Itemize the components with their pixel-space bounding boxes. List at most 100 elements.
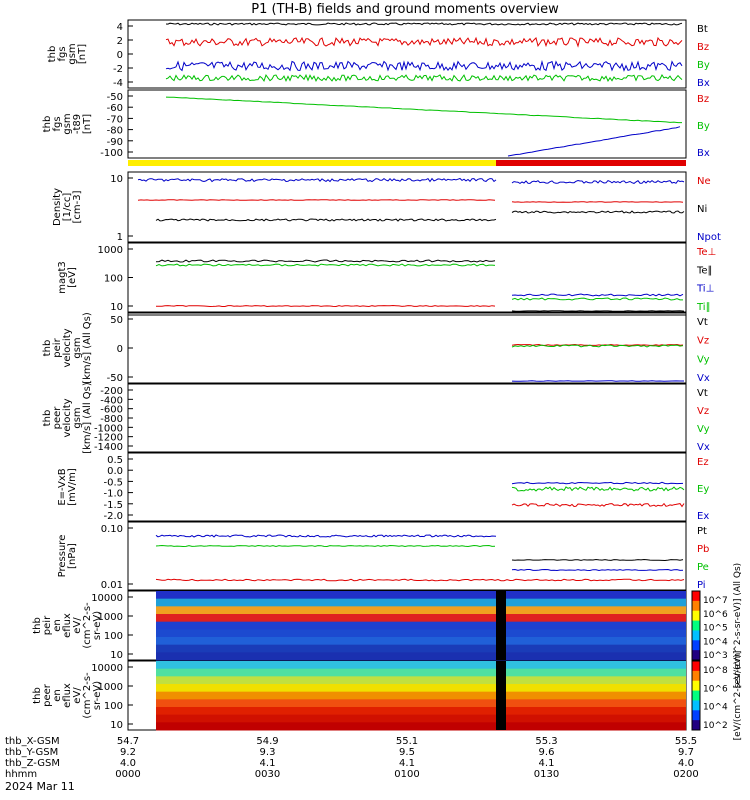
y-tick-label: -200 [100, 386, 123, 397]
mode-bar-fast [496, 160, 686, 166]
x-tick-label: 9.6 [539, 747, 555, 758]
x-tick-label: 55.5 [675, 736, 697, 747]
spectrogram-band [156, 676, 686, 685]
date-label: 2024 Mar 11 [5, 780, 75, 793]
y-tick-label: -60 [107, 103, 123, 114]
y-axis-label: gsm [62, 113, 73, 134]
colorbar-frame [691, 660, 701, 731]
legend-vz: Vz [697, 336, 709, 347]
x-tick-label: 4.1 [399, 758, 415, 769]
x-tick-label: 4.0 [120, 758, 136, 769]
series-bx [165, 59, 683, 72]
y-axis-label: peir [42, 615, 53, 635]
legend-bx: Bx [697, 148, 710, 159]
y-axis-label: fgs [52, 116, 63, 131]
legend-vy: Vy [697, 354, 710, 365]
y-tick-label: 0.10 [101, 524, 123, 535]
legend-by: By [697, 60, 710, 71]
y-tick-label: 0 [117, 344, 123, 355]
spectrogram-band [156, 661, 686, 670]
y-axis-label: velocity [62, 398, 73, 437]
spectrogram-band [156, 684, 686, 693]
y-axis-label: [1/cc] [62, 193, 73, 222]
spectrogram-band [156, 707, 686, 716]
y-tick-label: 10000 [91, 593, 123, 604]
y-axis-label: gsm [72, 337, 83, 358]
x-tick-label: 4.0 [678, 758, 694, 769]
series-teperp [156, 304, 496, 308]
y-tick-label: -0.5 [103, 477, 123, 488]
series-bt [165, 22, 683, 26]
panel-frame [127, 19, 687, 89]
colorbar-tick-label: 10^8 [703, 666, 728, 676]
spectrogram-band [156, 668, 686, 677]
y-tick-label: -50 [107, 373, 123, 384]
y-axis-label: thb [42, 410, 53, 427]
spectrogram-band [156, 606, 686, 615]
x-tick-label: 9.7 [678, 747, 694, 758]
panel-frame [127, 452, 687, 522]
legend-ti∥: Ti∥ [696, 302, 711, 313]
panel-frame [127, 521, 687, 591]
colorbar-segment [692, 710, 700, 721]
series-pb [155, 578, 685, 582]
colorbar: 10^8 10^6 10^4 10^2 [eV/(cm^2-s-sr-eV)] [691, 651, 743, 740]
y-tick-label: 10 [110, 174, 123, 185]
y-tick-label: 1 [117, 232, 123, 243]
x-tick-label: 0130 [534, 769, 559, 780]
x-tick-label: 54.7 [117, 736, 139, 747]
y-tick-label: 10 [110, 302, 123, 313]
series-pi [155, 534, 497, 538]
series-tiperp [511, 293, 684, 297]
y-axis-label: thb [42, 340, 53, 357]
spectrogram-band [156, 699, 686, 708]
y-axis-label: eflux [62, 613, 73, 638]
y-tick-label: -1000 [94, 423, 123, 434]
y-axis-label: Density [52, 188, 63, 226]
y-tick-label: 1000 [98, 682, 123, 693]
y-tick-label: -1.0 [103, 489, 123, 500]
y-axis-label: [nPa] [67, 543, 78, 569]
x-axis-row-label: thb_X-GSM [5, 736, 60, 747]
y-axis-label: [nT] [77, 44, 88, 64]
y-axis-label: fgs [57, 46, 68, 61]
y-axis-label: velocity [62, 328, 73, 367]
legend-vt: Vt [697, 317, 708, 328]
spectrogram-band [156, 598, 686, 607]
y-tick-label: -90 [107, 137, 123, 148]
x-tick-label: 0100 [394, 769, 419, 780]
colorbar-segment [692, 680, 700, 692]
y-axis-label: [nT] [82, 114, 93, 134]
series-bz [165, 36, 683, 48]
y-axis-label: (cm^2-s- [82, 672, 93, 719]
panel-frame [127, 383, 687, 453]
x-tick-label: 9.5 [399, 747, 415, 758]
panel-fgs_t89: thb fgs gsm -t89 [nT] -50-60-70-80-90-100 Bz By… [42, 89, 710, 159]
legend-vz: Vz [697, 406, 709, 417]
y-axis-label: gsm [67, 43, 78, 64]
x-tick-label: 4.1 [260, 758, 276, 769]
series-ey [511, 481, 684, 485]
y-tick-label: 10 [110, 650, 123, 661]
y-axis-label: en [52, 619, 63, 632]
colorbar: 10^7 10^6 10^5 10^4 10^3 [eV/(cm^2-s-sr-eV)] … [691, 563, 743, 688]
y-axis-label: magt3 [57, 261, 68, 294]
y-axis-label: Pressure [57, 535, 68, 578]
series-ey [511, 486, 685, 492]
series-ne [511, 201, 684, 203]
colorbar-segment [692, 650, 700, 661]
colorbar-tick-label: 10^6 [703, 610, 728, 620]
series-bx [507, 126, 681, 157]
y-axis-label: [km/s] (All Qs) [82, 382, 93, 454]
y-tick-label: 10000 [91, 663, 123, 674]
y-tick-label: -800 [100, 414, 123, 425]
y-tick-label: 0 [117, 50, 123, 61]
y-axis-label: eflux [62, 683, 73, 708]
y-tick-label: -1.5 [103, 500, 123, 511]
y-tick-label: 0.5 [107, 455, 123, 466]
colorbar-segment [692, 610, 700, 622]
colorbar-tick-label: 10^4 [703, 703, 728, 713]
series-ne [137, 199, 496, 201]
spectrogram-band [156, 621, 686, 630]
